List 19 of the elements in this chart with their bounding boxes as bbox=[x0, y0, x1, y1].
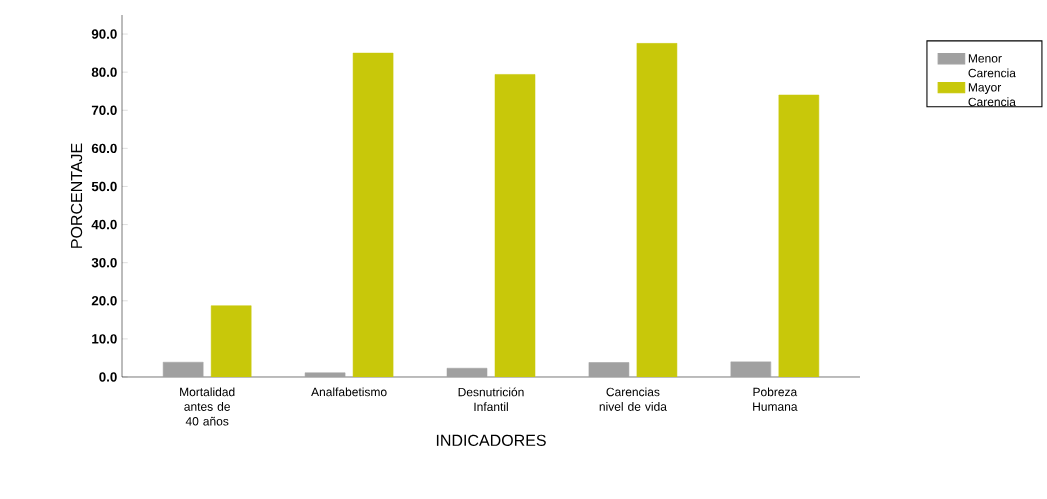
x-tick-label: Carencias nivel de vida bbox=[599, 387, 667, 411]
x-tick-label: Analfabetismo bbox=[311, 387, 387, 397]
y-tick-label: 60.0 bbox=[91, 143, 117, 154]
y-tick-label: 0.0 bbox=[99, 372, 117, 382]
y-tick-label: 40.0 bbox=[91, 219, 117, 230]
x-axis-title: INDICADORES bbox=[436, 434, 546, 447]
x-tick-label: Pobreza Humana bbox=[753, 387, 798, 411]
y-tick-label: 70.0 bbox=[91, 105, 117, 115]
y-tick-label: 20.0 bbox=[91, 296, 117, 306]
y-tick-label: 80.0 bbox=[91, 67, 117, 77]
legend-label: Menor Carencia bbox=[968, 54, 1016, 78]
y-tick-label: 50.0 bbox=[91, 181, 117, 192]
y-tick-label: 10.0 bbox=[92, 334, 117, 344]
x-tick-label: Desnutrición Infantil bbox=[458, 387, 524, 412]
x-tick-label: Mortalidad antes de 40 años bbox=[180, 387, 235, 426]
y-tick-label: 90.0 bbox=[91, 29, 117, 39]
legend-label: Mayor Carencia bbox=[968, 83, 1016, 107]
y-axis-title: PORCENTAJE bbox=[70, 143, 83, 248]
y-tick-label: 30.0 bbox=[91, 257, 117, 268]
